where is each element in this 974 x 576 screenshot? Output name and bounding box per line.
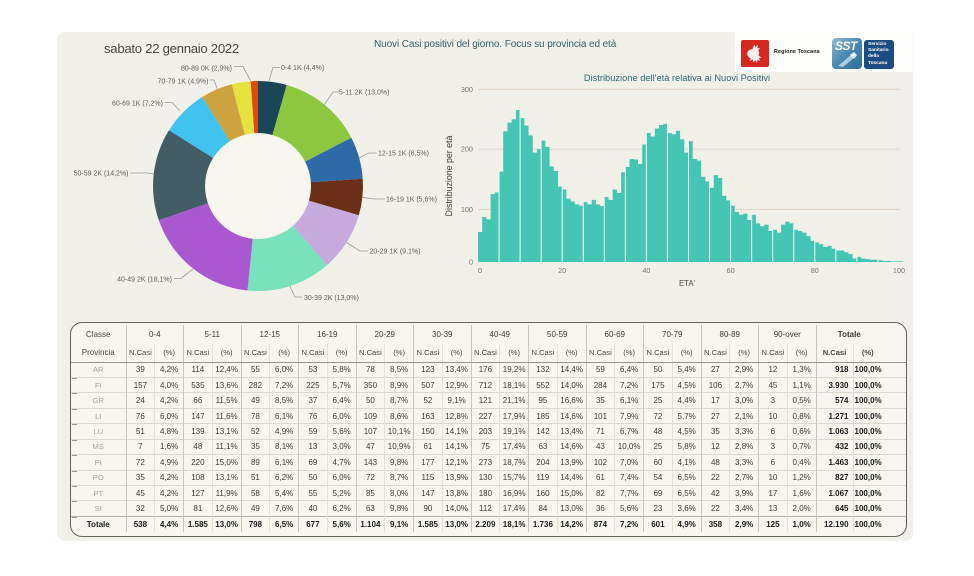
svg-text:12-15 1K (6,5%): 12-15 1K (6,5%) — [378, 151, 429, 158]
svg-text:40: 40 — [642, 266, 650, 275]
svg-text:Distribuzione dell'età relativ: Distribuzione dell'età relativa ai Nuovi… — [584, 73, 770, 83]
svg-text:200: 200 — [461, 145, 473, 154]
svg-text:300: 300 — [461, 85, 473, 94]
svg-text:5-11 2K (13,0%): 5-11 2K (13,0%) — [339, 90, 389, 97]
svg-text:0: 0 — [469, 258, 473, 267]
svg-text:100: 100 — [893, 266, 905, 275]
svg-text:20: 20 — [558, 266, 566, 275]
svg-text:Distribuzione per età: Distribuzione per età — [444, 136, 454, 217]
svg-text:40-49 2K (18,1%): 40-49 2K (18,1%) — [117, 277, 172, 284]
svg-text:0-4 1K (4,4%): 0-4 1K (4,4%) — [281, 65, 324, 72]
svg-text:30-39 2K (13,0%): 30-39 2K (13,0%) — [304, 295, 359, 302]
svg-text:0: 0 — [478, 266, 482, 275]
svg-text:80: 80 — [811, 266, 819, 275]
svg-text:60: 60 — [727, 266, 735, 275]
svg-text:80-89 0K (2,9%): 80-89 0K (2,9%) — [181, 66, 232, 73]
svg-text:20-29 1K (9,1%): 20-29 1K (9,1%) — [370, 249, 421, 256]
svg-text:70-79 1K (4,9%): 70-79 1K (4,9%) — [158, 79, 209, 86]
svg-text:100: 100 — [461, 205, 473, 214]
svg-text:16-19 1K (5,6%): 16-19 1K (5,6%) — [386, 197, 437, 204]
svg-text:60-69 1K (7,2%): 60-69 1K (7,2%) — [112, 101, 163, 108]
svg-text:50-59 2K (14,2%): 50-59 2K (14,2%) — [74, 171, 129, 178]
svg-text:ETA': ETA' — [679, 279, 696, 288]
